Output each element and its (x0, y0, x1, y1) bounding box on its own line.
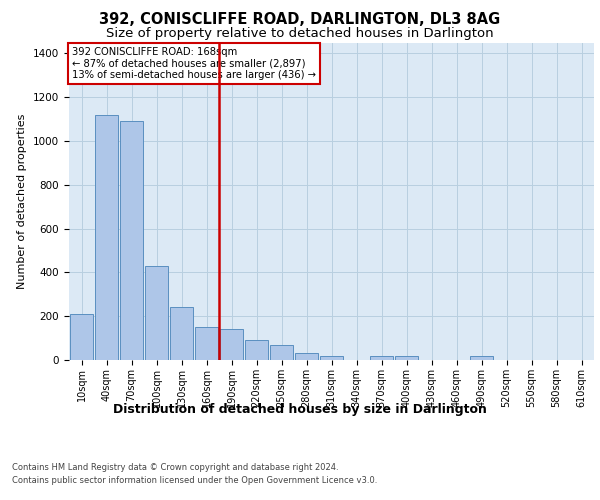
Text: Size of property relative to detached houses in Darlington: Size of property relative to detached ho… (106, 28, 494, 40)
Bar (70, 314, 94, 360)
Bar (145, 266, 169, 360)
Bar (470, 356, 493, 360)
Bar (119, 122, 143, 360)
Bar (95, 115, 118, 360)
Bar (395, 356, 418, 360)
Bar (220, 330, 244, 360)
Bar (320, 356, 343, 360)
Bar (194, 327, 218, 360)
Text: 392, CONISCLIFFE ROAD, DARLINGTON, DL3 8AG: 392, CONISCLIFFE ROAD, DARLINGTON, DL3 8… (100, 12, 500, 28)
Bar (269, 344, 293, 360)
Bar (245, 340, 268, 360)
Text: Contains HM Land Registry data © Crown copyright and database right 2024.: Contains HM Land Registry data © Crown c… (12, 462, 338, 471)
Text: 392 CONISCLIFFE ROAD: 168sqm
← 87% of detached houses are smaller (2,897)
13% of: 392 CONISCLIFFE ROAD: 168sqm ← 87% of de… (71, 48, 316, 80)
Bar (370, 356, 394, 360)
Text: Distribution of detached houses by size in Darlington: Distribution of detached houses by size … (113, 402, 487, 415)
Text: Contains public sector information licensed under the Open Government Licence v3: Contains public sector information licen… (12, 476, 377, 485)
Bar (295, 354, 319, 360)
Y-axis label: Number of detached properties: Number of detached properties (17, 114, 28, 289)
Bar (170, 308, 193, 360)
